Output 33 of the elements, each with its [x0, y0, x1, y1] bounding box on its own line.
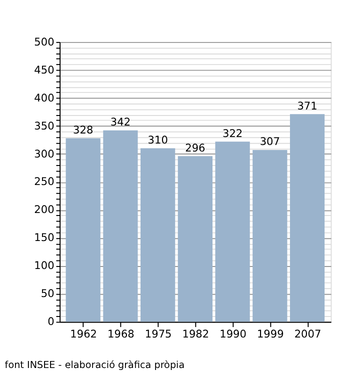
bar	[66, 138, 100, 322]
x-tick-label: 1968	[108, 328, 134, 341]
y-tick-label: 250	[34, 176, 55, 188]
data-label: 307	[260, 136, 280, 148]
y-tick-label: 500	[34, 36, 55, 48]
data-label: 310	[148, 134, 168, 146]
bar	[103, 130, 138, 322]
x-tick-label: 1975	[144, 328, 172, 341]
y-tick-label: 150	[34, 232, 55, 244]
x-tick-label: 1999	[256, 328, 284, 341]
y-tick-label: 100	[34, 260, 55, 272]
y-tick-label: 300	[34, 148, 55, 160]
y-tick-label: 50	[40, 288, 55, 300]
data-label: 322	[222, 128, 243, 140]
bar	[178, 156, 212, 322]
y-tick-label: 0	[48, 316, 55, 328]
bar	[290, 114, 325, 322]
data-label: 328	[73, 124, 94, 136]
data-label: 296	[185, 142, 206, 154]
x-tick-label: 2007	[294, 328, 322, 341]
x-tick-label: 1982	[182, 328, 210, 341]
bar	[140, 148, 176, 322]
data-label: 342	[110, 116, 131, 129]
text: font INSEE - elaboració gràfica pròpia	[4, 360, 185, 371]
data-label: 371	[297, 100, 318, 112]
y-tick-label: 400	[34, 92, 55, 104]
y-tick-label: 200	[34, 204, 55, 216]
y-tick-label: 350	[34, 120, 55, 132]
bar	[252, 150, 288, 322]
bar	[215, 142, 250, 322]
x-tick-label: 1962	[70, 328, 98, 341]
x-tick-label: 1990	[220, 328, 247, 341]
y-tick-label: 450	[34, 64, 55, 76]
